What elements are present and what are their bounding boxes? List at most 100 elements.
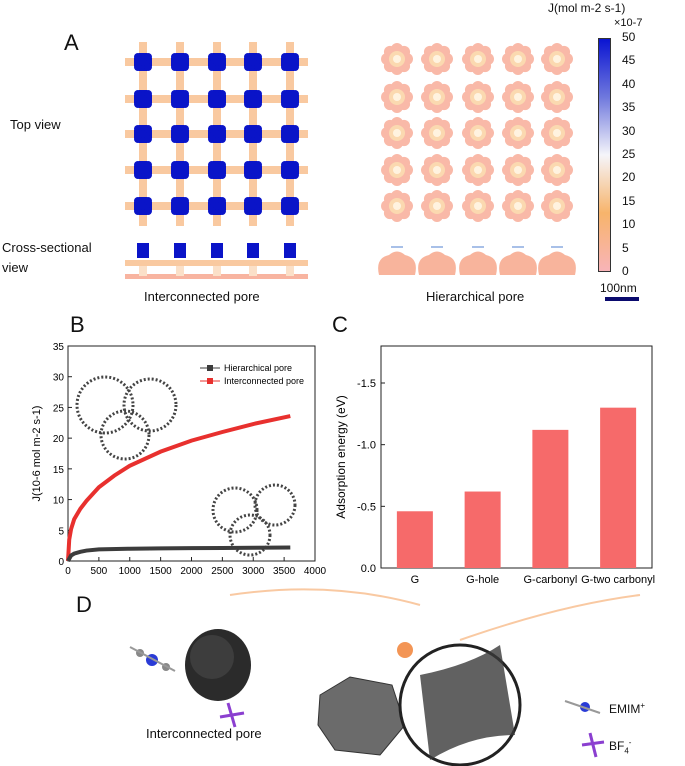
pore-lobe — [144, 161, 152, 169]
pore-high-flux — [249, 125, 257, 143]
top-view-label: Top view — [10, 117, 61, 132]
panel-d-letter: D — [76, 592, 92, 617]
cross-section-flower — [459, 251, 497, 275]
pore-lobe — [244, 125, 252, 133]
pore-high-flux — [139, 125, 147, 143]
flower-center — [433, 55, 441, 63]
pore-lobe — [281, 161, 289, 169]
panel-d-caption: Interconnected pore — [146, 726, 262, 741]
flower-center — [474, 202, 482, 210]
pore-lobe — [281, 63, 289, 71]
pore-lobe — [218, 207, 226, 215]
bar-g-two-carbonyl — [600, 407, 637, 568]
x-tick-label: 4000 — [304, 566, 327, 577]
pore-lobe — [244, 207, 252, 215]
pore-lobe — [208, 125, 216, 133]
x-tick-label: 1000 — [119, 566, 142, 577]
pore-high-flux — [176, 161, 184, 179]
legend-emim-icon — [564, 700, 601, 714]
pore-lobe — [134, 125, 142, 133]
pore-lobe — [171, 100, 179, 108]
pore-lobe — [181, 197, 189, 205]
flower-center — [393, 93, 401, 101]
pore-lobe — [254, 171, 262, 179]
flower-center — [393, 55, 401, 63]
pore-high-flux — [286, 161, 294, 179]
pore-lobe — [181, 171, 189, 179]
cross-section-stem — [249, 266, 257, 276]
hierarchical-pore-inset-icon — [75, 375, 135, 435]
pore-lobe — [291, 197, 299, 205]
colorbar-tick-label: 50 — [622, 30, 636, 44]
pore-lobe — [254, 100, 262, 108]
pore-lobe — [254, 135, 262, 143]
y-tick-label: 0 — [58, 557, 64, 568]
cross-section-top — [431, 246, 443, 248]
panel-b-letter: B — [70, 312, 85, 337]
pore-high-flux — [286, 125, 294, 143]
pore-high-flux — [286, 90, 294, 108]
cross-section-flower — [538, 251, 576, 275]
pore-high-flux — [139, 90, 147, 108]
x-tick-label: 3500 — [273, 566, 296, 577]
pore-high-flux — [213, 53, 221, 71]
pore-lobe — [244, 100, 252, 108]
pore-lobe — [134, 135, 142, 143]
scale-bar — [605, 297, 639, 301]
pore-lobe — [208, 135, 216, 143]
flower-center — [553, 129, 561, 137]
pore-lobe — [208, 171, 216, 179]
colorbar-multiplier: ×10-7 — [614, 17, 643, 29]
pore-lobe — [281, 125, 289, 133]
x-tick-label: G-hole — [466, 574, 499, 586]
x-tick-label: 0 — [65, 566, 71, 577]
pore-lobe — [171, 63, 179, 71]
series-line-hierarchical-pore — [66, 545, 291, 562]
pore-lobe — [171, 171, 179, 179]
emim-molecule-icon — [129, 646, 176, 672]
pore-lobe — [181, 90, 189, 98]
pore-lobe — [181, 125, 189, 133]
flower-center — [393, 202, 401, 210]
pore-lobe — [218, 90, 226, 98]
x-tick-label: 2000 — [180, 566, 203, 577]
pore-lobe — [144, 90, 152, 98]
pore-high-flux — [176, 53, 184, 71]
pore-high-flux — [213, 161, 221, 179]
legend-marker — [207, 378, 213, 384]
y-tick-label: 25 — [53, 403, 65, 414]
flower-center — [474, 129, 482, 137]
cross-section-stem — [286, 266, 294, 276]
flower-center — [553, 202, 561, 210]
pore-lobe — [254, 197, 262, 205]
flower-center — [514, 202, 522, 210]
cross-section-pore — [137, 243, 149, 258]
pore-lobe — [208, 90, 216, 98]
cross-section-pore — [247, 243, 259, 258]
colorbar-tick-label: 35 — [622, 100, 636, 115]
flower-center — [433, 202, 441, 210]
pore-lobe — [144, 171, 152, 179]
chart-b: 0 500 1000 1500 2000 2500 3000 3500 4000 0 5 10 15 20… — [31, 342, 327, 580]
bar-g — [396, 511, 433, 568]
legend-label: Interconnected pore — [224, 376, 304, 386]
cross-section-pore — [284, 243, 296, 258]
x-axis-label: Time(s) — [173, 579, 210, 580]
panel-c-letter: C — [332, 312, 348, 337]
cross-section-pore — [211, 243, 223, 258]
pore-lobe — [181, 207, 189, 215]
pore-lobe — [291, 100, 299, 108]
pore-lobe — [254, 90, 262, 98]
pore-lobe — [218, 135, 226, 143]
pore-lobe — [134, 207, 142, 215]
pore-lobe — [171, 197, 179, 205]
pore-high-flux — [139, 197, 147, 215]
y-tick-label: 35 — [53, 342, 65, 353]
pore-lobe — [244, 90, 252, 98]
colorbar-tick-label: 20 — [622, 170, 636, 185]
pore-high-flux — [176, 125, 184, 143]
pore-lobe — [244, 171, 252, 179]
cross-section-top — [391, 246, 403, 248]
pore-lobe — [144, 135, 152, 143]
